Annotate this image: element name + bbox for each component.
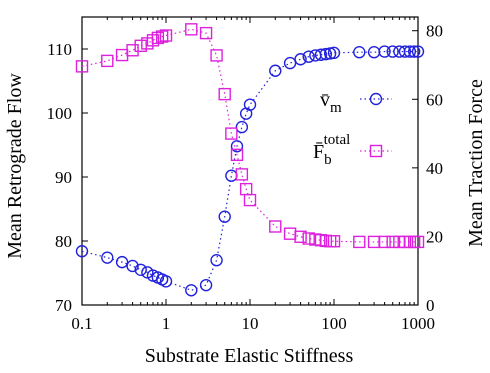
data-point-flow <box>398 45 412 58</box>
data-point-flow <box>319 47 333 61</box>
data-point-force <box>353 235 366 249</box>
x-axis-label: Substrate Elastic Stiffness <box>145 345 354 367</box>
y-axis-left-label: Mean Retrograde Flow <box>4 73 26 259</box>
y-right-tick-label: 0 <box>426 296 435 315</box>
data-point-flow <box>230 140 244 153</box>
legend-marker-force <box>369 144 383 158</box>
data-point-flow <box>283 56 297 70</box>
data-point-flow <box>101 251 114 264</box>
y-right-tick-label: 20 <box>426 227 443 246</box>
data-point-force <box>225 127 238 140</box>
data-point-flow <box>294 53 307 66</box>
data-point-flow <box>403 45 417 58</box>
legend-label-flow: v̄m <box>320 89 342 116</box>
data-point-flow <box>134 263 147 276</box>
y-left-tick-label: 110 <box>47 40 72 59</box>
data-point-force <box>210 49 223 62</box>
data-point-flow <box>115 255 129 269</box>
x-tick-label: 1000 <box>401 314 435 333</box>
series-line-flow <box>81 50 418 291</box>
data-point-force <box>218 87 231 101</box>
data-point-force <box>269 220 282 233</box>
data-point-flow <box>302 50 315 63</box>
data-point-force <box>134 39 147 52</box>
y-axis-right-label: Mean Traction Force <box>465 79 487 247</box>
data-point-flow <box>243 98 257 111</box>
data-point-flow <box>126 259 139 273</box>
data-point-force <box>75 60 89 73</box>
data-point-force <box>199 26 213 40</box>
data-point-flow <box>199 278 213 292</box>
data-point-force <box>411 235 425 249</box>
data-point-flow <box>159 275 173 288</box>
data-point-force <box>185 23 198 36</box>
data-point-flow <box>269 64 282 77</box>
y-left-tick-label: 80 <box>55 232 72 251</box>
data-point-flow <box>411 45 425 58</box>
x-tick-label: 100 <box>321 314 347 333</box>
x-tick-label: 10 <box>242 314 259 333</box>
data-point-flow <box>75 245 89 258</box>
legend-label-force: F̄btotal <box>313 132 350 168</box>
x-tick-label: 1 <box>162 314 171 333</box>
data-point-force <box>386 235 399 249</box>
legend: v̄m F̄btotal <box>313 89 392 168</box>
legend-marker-flow <box>369 92 383 106</box>
y-right-tick-label: 80 <box>426 22 443 41</box>
data-point-force <box>155 30 169 43</box>
y-right-tick-label: 60 <box>426 90 443 109</box>
data-point-flow <box>210 254 223 267</box>
data-point-flow <box>407 45 421 58</box>
data-point-flow <box>225 169 238 182</box>
y-left-tick-label: 70 <box>55 296 72 315</box>
y-left-tick-label: 90 <box>55 168 72 187</box>
data-point-force <box>126 44 139 57</box>
plot-frame <box>81 16 419 306</box>
data-point-flow <box>185 284 198 297</box>
data-point-flow <box>218 210 231 223</box>
data-point-force <box>235 168 249 181</box>
data-point-flow <box>314 48 328 61</box>
data-point-flow <box>327 46 341 60</box>
data-point-force <box>327 235 341 248</box>
data-point-force <box>151 31 165 45</box>
data-point-force <box>159 29 173 42</box>
data-point-force <box>243 193 257 207</box>
data-point-flow <box>353 46 366 59</box>
data-point-force <box>294 230 307 243</box>
x-tick-label: 0.1 <box>71 314 92 333</box>
y-left-tick-label: 100 <box>47 104 73 123</box>
data-point-force <box>302 232 315 245</box>
data-point-force <box>378 235 391 249</box>
data-point-flow <box>378 45 391 58</box>
y-right-tick-label: 40 <box>426 159 443 178</box>
data-point-force <box>101 54 114 68</box>
data-point-flow <box>235 120 249 134</box>
series-line-force <box>81 28 418 243</box>
data-point-flow <box>386 45 399 58</box>
data-point-force <box>230 148 244 162</box>
data-point-force <box>283 227 297 240</box>
